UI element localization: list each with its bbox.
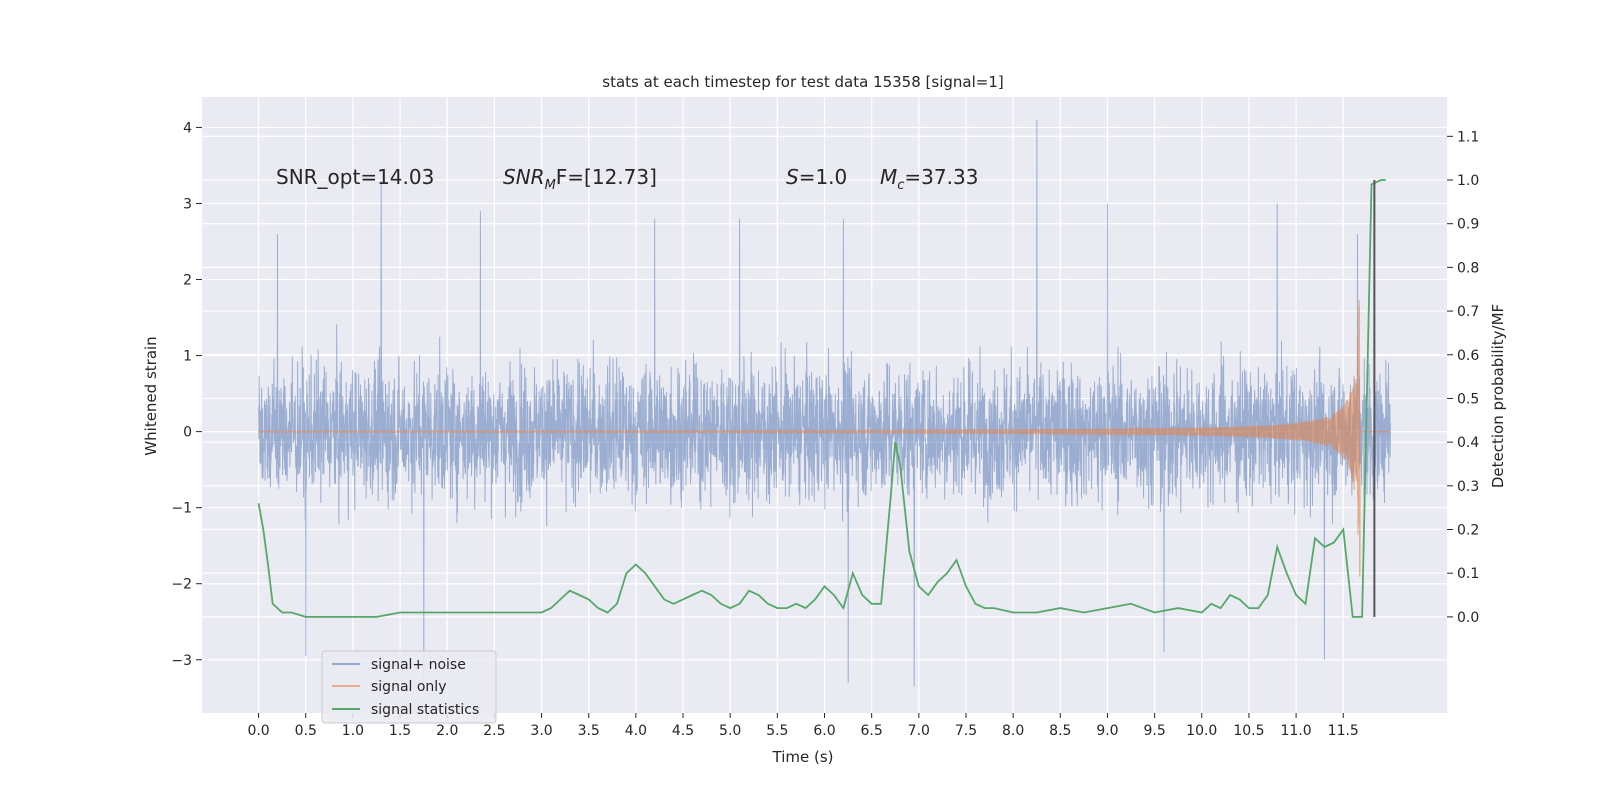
left-tick-label: 3 (183, 196, 192, 212)
x-tick-label: 6.5 (861, 723, 883, 739)
annotation-snr-mf-value: F=[12.73] (556, 165, 657, 189)
x-tick-label: 6.0 (813, 723, 835, 739)
chart-title: stats at each timestep for test data 153… (602, 73, 1003, 91)
right-tick-label: 0.1 (1457, 566, 1479, 582)
right-tick-label: 0.4 (1457, 435, 1479, 451)
signal-series (258, 300, 1391, 577)
legend-label-signal: signal only (371, 679, 446, 695)
left-tick-label: −3 (171, 653, 192, 669)
annotation-mc-value: =37.33 (904, 165, 978, 189)
annotation-mc: Mc=37.33 (880, 165, 978, 193)
x-tick-label: 8.5 (1049, 723, 1071, 739)
right-axis-ticks: 0.0 0.1 0.2 0.3 0.4 0.5 0.6 0.7 0.8 0.9 1.0 1.1 (1447, 129, 1479, 626)
x-tick-label: 0.5 (295, 723, 317, 739)
right-tick-label: 0.8 (1457, 260, 1479, 276)
annotation-mc-sub: c (897, 178, 904, 193)
right-tick-label: 0.2 (1457, 523, 1479, 539)
annotation-snr-opt: SNR_opt=14.03 (276, 165, 434, 189)
right-tick-label: 0.7 (1457, 304, 1479, 320)
right-tick-label: 0.9 (1457, 217, 1479, 233)
x-tick-label: 8.0 (1002, 723, 1024, 739)
stats-series (257, 179, 1386, 618)
right-tick-label: 0.6 (1457, 348, 1479, 364)
x-tick-label: 3.0 (530, 723, 552, 739)
x-tick-label: 1.5 (389, 723, 411, 739)
annotation-s-value: =1.0 (799, 165, 848, 189)
legend-label-stats: signal statistics (371, 702, 479, 718)
annotation-mc-label: M (880, 165, 897, 189)
annotation-snr-mf: SNRMF=[12.73] (503, 165, 657, 193)
annotation-snr-mf-sub: M (545, 178, 556, 193)
stats-line (257, 179, 1386, 618)
left-tick-label: 2 (183, 273, 192, 289)
annotation-snr-mf-label: SNR (503, 165, 545, 189)
right-tick-label: 0.0 (1457, 610, 1479, 626)
x-tick-label: 0.0 (247, 723, 269, 739)
right-tick-label: 0.5 (1457, 391, 1479, 407)
x-tick-label: 11.5 (1328, 723, 1359, 739)
legend-box (321, 650, 497, 724)
x-tick-label: 2.5 (483, 723, 505, 739)
x-tick-label: 9.0 (1096, 723, 1118, 739)
right-tick-label: 1.0 (1457, 173, 1479, 189)
left-tick-label: 0 (183, 425, 192, 441)
x-axis-ticks: 0.0 0.5 1.0 1.5 2.0 2.5 3.0 3.5 4.0 4.5 5.0 5.5 6.0 6… (247, 713, 1359, 739)
left-axis-label: Whitened strain (142, 336, 160, 455)
x-tick-label: 1.0 (342, 723, 364, 739)
right-tick-label: 0.3 (1457, 479, 1479, 495)
x-tick-label: 5.5 (766, 723, 788, 739)
legend-label-noise: signal+ noise (371, 657, 466, 673)
left-tick-label: 4 (183, 120, 192, 136)
left-tick-label: −2 (171, 577, 192, 593)
legend: signal+ noise signal only signal statist… (321, 650, 497, 724)
signal-line (258, 300, 1391, 577)
x-tick-label: 4.5 (672, 723, 694, 739)
x-tick-label: 2.0 (436, 723, 458, 739)
x-tick-label: 11.0 (1281, 723, 1312, 739)
x-tick-label: 10.0 (1186, 723, 1217, 739)
x-axis-label: Time (s) (772, 748, 834, 766)
x-tick-label: 7.5 (955, 723, 977, 739)
noise-series (258, 119, 1391, 687)
left-axis-ticks: −3 −2 −1 0 1 2 3 4 (171, 120, 202, 669)
left-tick-label: 1 (183, 349, 192, 365)
x-tick-label: 3.5 (578, 723, 600, 739)
noise-line (258, 119, 1391, 687)
left-tick-label: −1 (171, 501, 192, 517)
annotation-s: S=1.0 (786, 165, 847, 189)
annotation-s-label: S (786, 165, 799, 189)
x-tick-label: 9.5 (1143, 723, 1165, 739)
right-axis-label: Detection probability/MF (1489, 304, 1507, 488)
x-tick-label: 10.5 (1233, 723, 1264, 739)
x-tick-label: 4.0 (625, 723, 647, 739)
right-tick-label: 1.1 (1457, 129, 1479, 145)
x-tick-label: 5.0 (719, 723, 741, 739)
x-tick-label: 7.0 (908, 723, 930, 739)
